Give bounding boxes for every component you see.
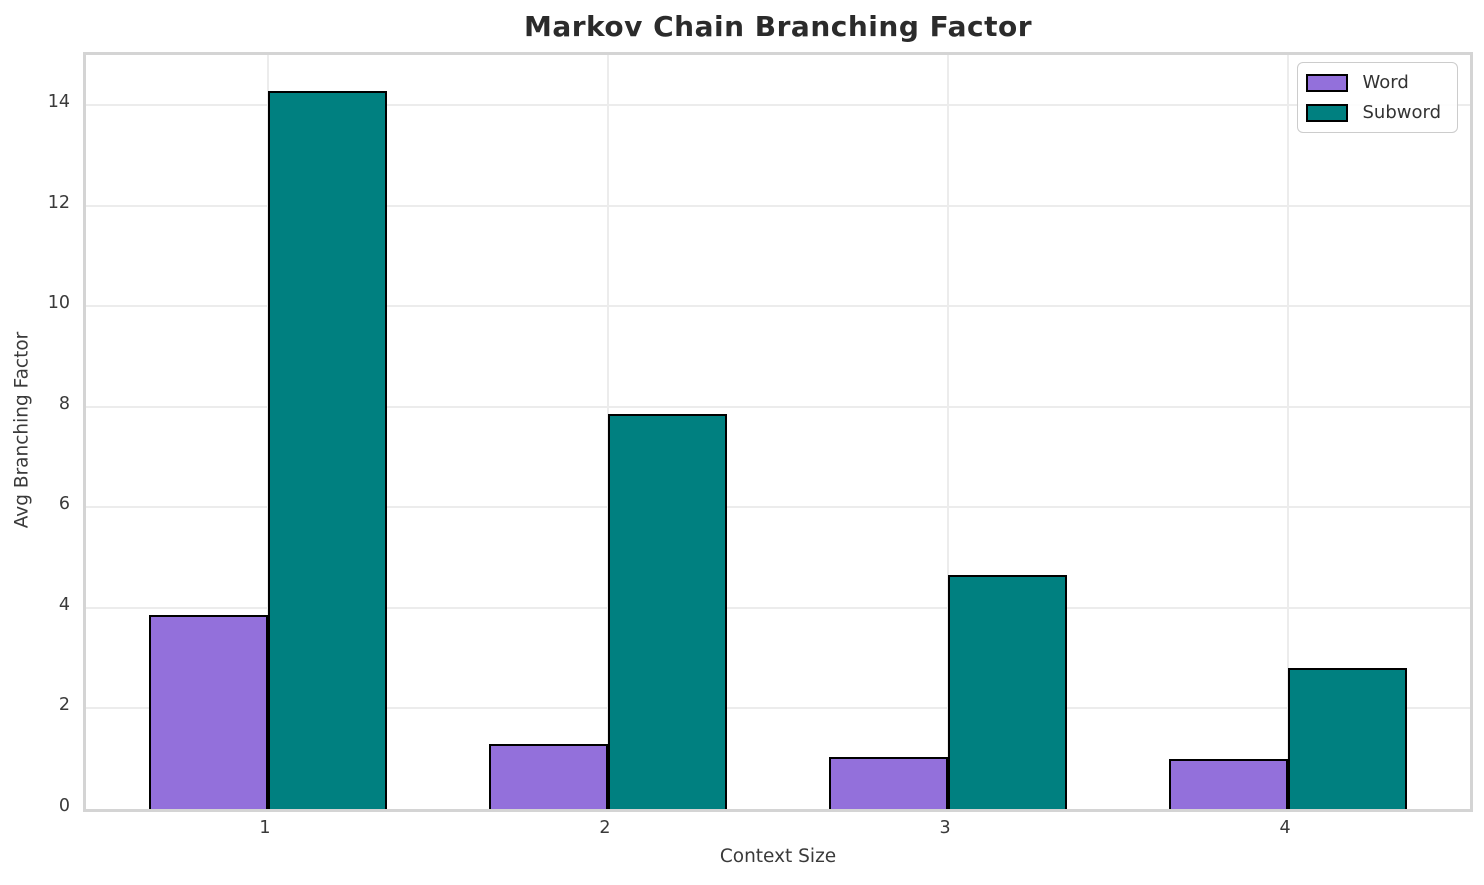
legend-label: Word — [1362, 72, 1409, 93]
gridline-y-14 — [86, 104, 1470, 107]
ytick-label-6: 6 — [58, 494, 70, 515]
xtick-label-1: 1 — [259, 818, 271, 838]
plot-area — [83, 52, 1473, 812]
chart-title: Markov Chain Branching Factor — [523, 10, 1033, 43]
ytick-label-0: 0 — [58, 796, 70, 816]
gridline-y-6 — [86, 506, 1470, 509]
ytick-label-12: 12 — [47, 192, 70, 213]
ytick-label-8: 8 — [58, 393, 70, 414]
ytick-label-4: 4 — [58, 594, 70, 615]
bar-subword-2 — [607, 414, 727, 809]
legend: Word Subword — [1297, 62, 1458, 133]
gridline-x-4 — [1287, 55, 1290, 809]
legend-label: Subword — [1362, 102, 1441, 123]
x-axis-label: Context Size — [719, 846, 837, 867]
legend-swatch-subword — [1306, 103, 1349, 122]
gridline-y-8 — [86, 405, 1470, 408]
bar-word-2 — [488, 743, 608, 809]
bar-subword-1 — [267, 91, 387, 809]
xtick-label-4: 4 — [1279, 818, 1291, 838]
bar-subword-4 — [1288, 667, 1408, 809]
gridline-y-10 — [86, 305, 1470, 308]
gridline-x-3 — [947, 55, 950, 809]
bar-word-4 — [1169, 758, 1289, 809]
legend-item-subword: Subword — [1306, 102, 1441, 123]
ytick-label-14: 14 — [47, 92, 70, 113]
legend-swatch-word — [1306, 73, 1349, 92]
ytick-label-2: 2 — [58, 695, 70, 716]
gridline-y-12 — [86, 204, 1470, 207]
bar-subword-3 — [948, 575, 1068, 809]
gridline-y-4 — [86, 606, 1470, 609]
y-axis-label: Avg Branching Factor — [11, 331, 33, 529]
legend-item-word: Word — [1306, 72, 1441, 93]
gridline-y-2 — [86, 707, 1470, 710]
ytick-label-10: 10 — [47, 293, 70, 314]
bar-word-3 — [829, 756, 949, 809]
bar-word-1 — [148, 615, 268, 809]
xtick-label-3: 3 — [939, 818, 951, 838]
xtick-label-2: 2 — [599, 818, 611, 838]
